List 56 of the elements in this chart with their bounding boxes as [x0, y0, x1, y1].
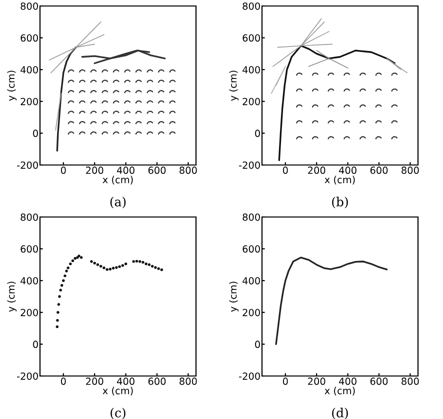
text: (c): [110, 408, 126, 419]
x-tick-label: 800: [180, 166, 197, 174]
y-tick-label: 600: [20, 245, 38, 253]
x-tick-label: 400: [116, 378, 134, 385]
y-tick-label: 0: [255, 340, 260, 348]
x-tick-label: 0: [60, 166, 66, 174]
y-tick-label: 800: [20, 213, 38, 221]
y-tick-label: 400: [20, 277, 38, 284]
x-tick-label: 200: [308, 166, 326, 174]
text: (b): [332, 196, 348, 208]
x-tick-label: 200: [86, 166, 104, 174]
x-axis-title: x (cm): [324, 176, 355, 184]
y-tick-label: -200: [17, 161, 38, 169]
y-tick-label: 600: [242, 245, 260, 253]
y-tick-label: 0: [33, 340, 38, 348]
y-axis-title: y (cm): [229, 282, 239, 312]
x-tick-label: 400: [338, 378, 356, 385]
x-tick-label: 0: [60, 378, 66, 385]
y-tick-label: 800: [242, 2, 260, 10]
x-tick-label: 600: [148, 378, 166, 385]
y-axis-title: y (cm): [229, 70, 239, 101]
x-tick-label: 400: [116, 166, 134, 174]
y-tick-label: -200: [239, 161, 260, 169]
y-tick-label: 600: [20, 34, 38, 42]
y-tick-label: 600: [242, 34, 260, 42]
y-axis-title: y (cm): [7, 70, 17, 101]
y-tick-label: 400: [242, 277, 260, 284]
y-tick-label: 400: [20, 66, 38, 74]
y-tick-label: 0: [255, 130, 260, 138]
x-tick-label: 200: [308, 378, 326, 385]
y-tick-label: 200: [242, 308, 260, 316]
y-tick-label: -200: [17, 372, 38, 380]
y-tick-label: 200: [20, 98, 38, 106]
x-tick-label: 800: [402, 166, 419, 174]
x-tick-label: 600: [370, 166, 388, 174]
x-tick-label: 800: [180, 378, 197, 385]
text: (d): [332, 408, 348, 419]
x-tick-label: 600: [148, 166, 166, 174]
y-tick-label: 0: [33, 130, 38, 138]
x-tick-label: 400: [338, 166, 356, 174]
y-tick-label: 400: [242, 66, 260, 74]
x-axis-title: x (cm): [102, 176, 133, 184]
y-tick-label: 800: [242, 213, 260, 221]
x-axis-title: x (cm): [324, 386, 355, 396]
y-tick-label: 800: [20, 2, 38, 10]
x-tick-label: 0: [282, 378, 288, 385]
y-axis-title: y (cm): [7, 282, 17, 312]
x-tick-label: 0: [282, 166, 288, 174]
text: (a): [110, 196, 126, 208]
x-axis-title: x (cm): [102, 386, 133, 396]
y-tick-label: -200: [239, 372, 260, 380]
y-tick-label: 200: [242, 98, 260, 106]
x-tick-label: 800: [402, 378, 419, 385]
x-tick-label: 600: [370, 378, 388, 385]
y-tick-label: 200: [20, 308, 38, 316]
x-tick-label: 200: [86, 378, 104, 385]
